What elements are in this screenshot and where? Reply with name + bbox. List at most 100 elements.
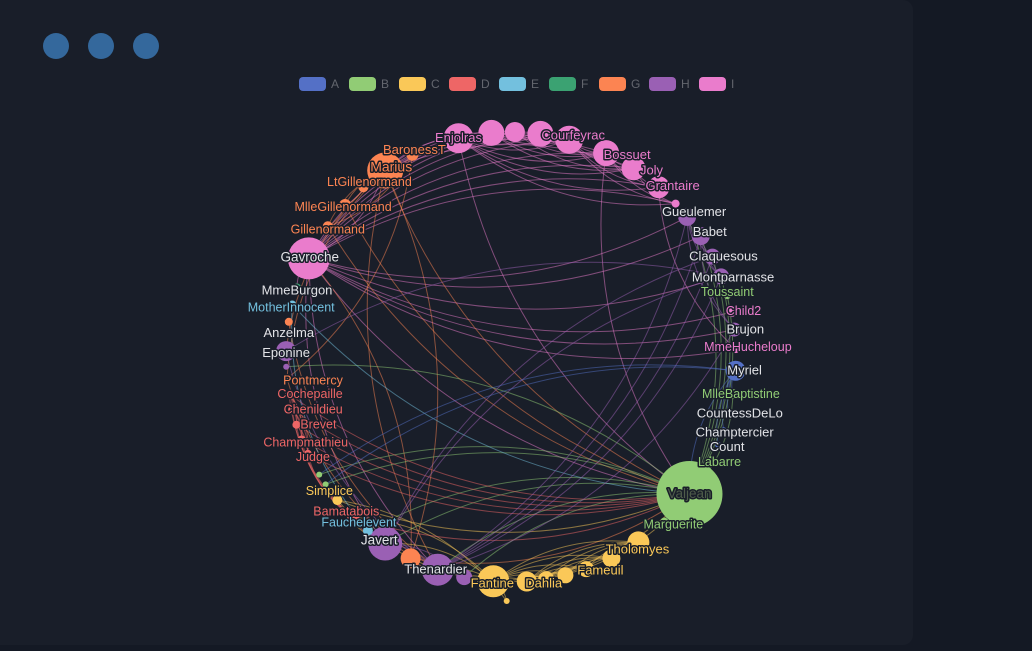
graph-node-Myriel[interactable] xyxy=(725,360,746,381)
graph-node-label: Fameuil xyxy=(577,562,623,577)
graph-edge xyxy=(600,153,690,495)
graph-node-Champmathieu[interactable] xyxy=(297,435,306,444)
graph-node-Champtercier[interactable] xyxy=(720,427,727,434)
graph-node-label: Fantine xyxy=(471,575,514,590)
legend-item-B[interactable]: B xyxy=(349,77,399,91)
graph-node-label: Dahlia xyxy=(525,576,563,591)
graph-node-pd1[interactable] xyxy=(671,199,680,208)
legend-swatch-icon xyxy=(649,77,676,91)
graph-node-label: Fauchelevent xyxy=(321,516,397,530)
graph-node-pt1[interactable] xyxy=(283,363,290,370)
graph-node-label: Valjean xyxy=(667,486,711,501)
graph-node-p2[interactable] xyxy=(504,122,525,142)
graph-node-MlleBaptistine[interactable] xyxy=(727,389,738,400)
graph-node-label: BaronessT xyxy=(383,142,446,157)
graph-node-label: MmeBurgon xyxy=(262,283,333,298)
graph-node-Joly[interactable] xyxy=(621,156,646,181)
graph-node-y4[interactable] xyxy=(503,598,510,604)
graph-node-Toussaint[interactable] xyxy=(723,291,732,299)
graph-node-Anzelma[interactable] xyxy=(284,317,293,326)
graph-node-Javert[interactable] xyxy=(368,526,403,561)
graph-node-Tholomyes[interactable] xyxy=(627,531,650,554)
graph-node-Claquesous[interactable] xyxy=(704,248,721,265)
graph-node-MotherInnocent[interactable] xyxy=(288,300,297,309)
legend-label: F xyxy=(581,77,589,91)
graph-node-Babet[interactable] xyxy=(691,227,710,246)
graph-node-LtGillenormand[interactable] xyxy=(358,182,369,193)
window-dot-2[interactable] xyxy=(88,33,114,59)
graph-node-MmeBurgon[interactable] xyxy=(293,283,301,292)
graph-node-os1[interactable] xyxy=(400,548,421,569)
graph-node-Enjolras[interactable] xyxy=(443,123,474,154)
graph-node-Fauchelevent[interactable] xyxy=(362,525,373,536)
graph-edge xyxy=(308,164,634,259)
graph-node-Bamatabois[interactable] xyxy=(347,511,360,524)
legend-item-C[interactable]: C xyxy=(399,77,449,91)
graph-node-label: Joly xyxy=(640,162,664,177)
graph-node-label: Anzelma xyxy=(264,325,315,340)
graph-node-Chenildieu[interactable] xyxy=(288,405,297,414)
legend-item-H[interactable]: H xyxy=(649,77,699,91)
legend-item-I[interactable]: I xyxy=(699,77,749,91)
graph-node-y1[interactable] xyxy=(578,561,595,578)
graph-node-Courfeyrac[interactable] xyxy=(555,125,584,154)
graph-node-Gavroche[interactable] xyxy=(287,237,330,280)
graph-node-Labarre[interactable] xyxy=(708,456,715,463)
graph-node-label: Count xyxy=(710,439,745,454)
chart-legend: A B C D E F G H I xyxy=(299,77,749,91)
graph-node-p1[interactable] xyxy=(478,119,505,146)
graph-edge xyxy=(437,276,722,571)
graph-node-Cochepaille[interactable] xyxy=(285,390,294,399)
graph-node-Grantaire[interactable] xyxy=(647,176,670,199)
legend-item-D[interactable]: D xyxy=(449,77,499,91)
graph-node-Fantine[interactable] xyxy=(477,565,510,598)
graph-node-y3[interactable] xyxy=(538,571,555,588)
graph-edge xyxy=(308,152,607,259)
graph-node-Simplice[interactable] xyxy=(332,495,343,506)
graph-edge xyxy=(327,226,690,495)
window-dot-3[interactable] xyxy=(133,33,159,59)
graph-node-g1[interactable] xyxy=(322,481,329,488)
legend-item-F[interactable]: F xyxy=(549,77,599,91)
graph-node-CountessDeLo[interactable] xyxy=(725,410,732,417)
graph-node-Gillenormand[interactable] xyxy=(322,221,333,232)
graph-node-Valjean[interactable] xyxy=(656,461,723,527)
graph-edge xyxy=(384,482,690,544)
graph-node-label: Cochepaille xyxy=(277,387,342,401)
graph-node-BaronessT[interactable] xyxy=(406,148,419,161)
graph-node-Fameuil[interactable] xyxy=(602,549,621,568)
graph-node-Child2[interactable] xyxy=(726,307,737,318)
graph-node-label: Toussaint xyxy=(701,285,754,299)
graph-node-ps1[interactable] xyxy=(456,569,473,586)
graph-node-label: CountessDeLo xyxy=(697,405,783,420)
graph-edge xyxy=(308,258,412,559)
graph-node-g2[interactable] xyxy=(316,471,323,478)
graph-edge xyxy=(308,216,688,279)
graph-edge xyxy=(437,329,735,571)
graph-edge xyxy=(325,452,690,495)
graph-node-y2[interactable] xyxy=(557,567,574,584)
graph-node-Dahlia[interactable] xyxy=(516,571,537,592)
graph-node-Judge[interactable] xyxy=(303,449,312,458)
graph-node-Count[interactable] xyxy=(715,441,722,448)
graph-node-Eponine[interactable] xyxy=(276,341,297,362)
graph-node-Montparnasse[interactable] xyxy=(713,268,730,285)
graph-node-Marguerite[interactable] xyxy=(660,517,669,526)
legend-item-A[interactable]: A xyxy=(299,77,349,91)
graph-edge xyxy=(308,188,676,259)
graph-node-Brevet[interactable] xyxy=(292,420,301,429)
graph-node-Gueulemer[interactable] xyxy=(678,207,697,226)
graph-node-Thenardier[interactable] xyxy=(421,553,454,586)
graph-node-Marius[interactable] xyxy=(367,152,404,189)
legend-item-G[interactable]: G xyxy=(599,77,649,91)
graph-node-label: Claquesous xyxy=(689,249,758,264)
graph-node-Bossuet[interactable] xyxy=(593,140,620,167)
graph-node-Pontmercy[interactable] xyxy=(283,374,291,383)
graph-node-Brujon[interactable] xyxy=(727,322,742,337)
graph-edge xyxy=(491,132,634,171)
window-dot-1[interactable] xyxy=(43,33,69,59)
graph-node-p3[interactable] xyxy=(527,120,554,147)
graph-node-MmeHucheloup[interactable] xyxy=(731,345,740,354)
legend-item-E[interactable]: E xyxy=(499,77,549,91)
graph-node-MlleGillenormand[interactable] xyxy=(339,199,352,211)
